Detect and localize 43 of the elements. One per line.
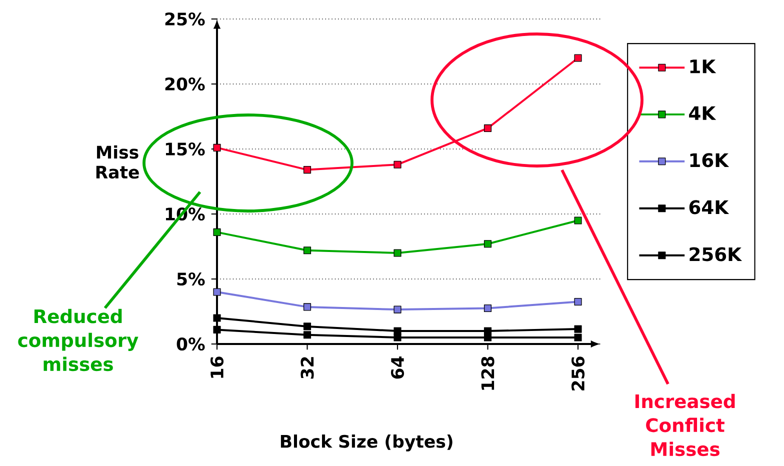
point [303, 331, 312, 339]
point [394, 249, 402, 257]
point [394, 306, 402, 314]
point [213, 288, 221, 296]
y-tick-label: 5% [177, 272, 205, 286]
point [574, 298, 582, 306]
point [394, 327, 402, 335]
point [303, 166, 312, 174]
legend-label: 64K [689, 200, 730, 214]
point [484, 334, 492, 342]
point [574, 334, 582, 342]
point [484, 240, 492, 248]
y-tick-label: 25% [165, 12, 205, 26]
point [303, 322, 312, 330]
point [303, 303, 312, 311]
point [213, 228, 221, 236]
text: Reduced compulsory misses [18, 308, 138, 372]
x-tick-label: 128 [481, 356, 494, 390]
x-tick-label: 32 [300, 357, 314, 379]
point [484, 124, 492, 132]
text: Increased Conflict Misses [635, 394, 735, 456]
y-axis-title: Miss Rate [96, 145, 139, 179]
legend-label: 4K [689, 106, 716, 120]
y-tick-label: 20% [165, 77, 205, 91]
y-tick-label: 0% [176, 337, 205, 351]
point [484, 304, 492, 312]
legend-label: 16K [690, 153, 730, 168]
point [213, 144, 221, 152]
x-axis-title: Block Size (bytes) [280, 434, 452, 452]
point [394, 334, 402, 342]
point [574, 54, 582, 62]
x-tick-label: 16 [210, 356, 224, 378]
point [213, 314, 221, 322]
y-tick-label: 15% [166, 142, 205, 156]
point [394, 160, 402, 168]
legend-label: 256K [690, 247, 742, 262]
legend-label: 1K [690, 60, 716, 74]
point [213, 326, 221, 334]
point [574, 216, 582, 224]
point [574, 325, 582, 333]
point [303, 246, 312, 254]
x-tick-label: 64 [390, 356, 404, 379]
x-tick-label: 256 [571, 356, 585, 390]
